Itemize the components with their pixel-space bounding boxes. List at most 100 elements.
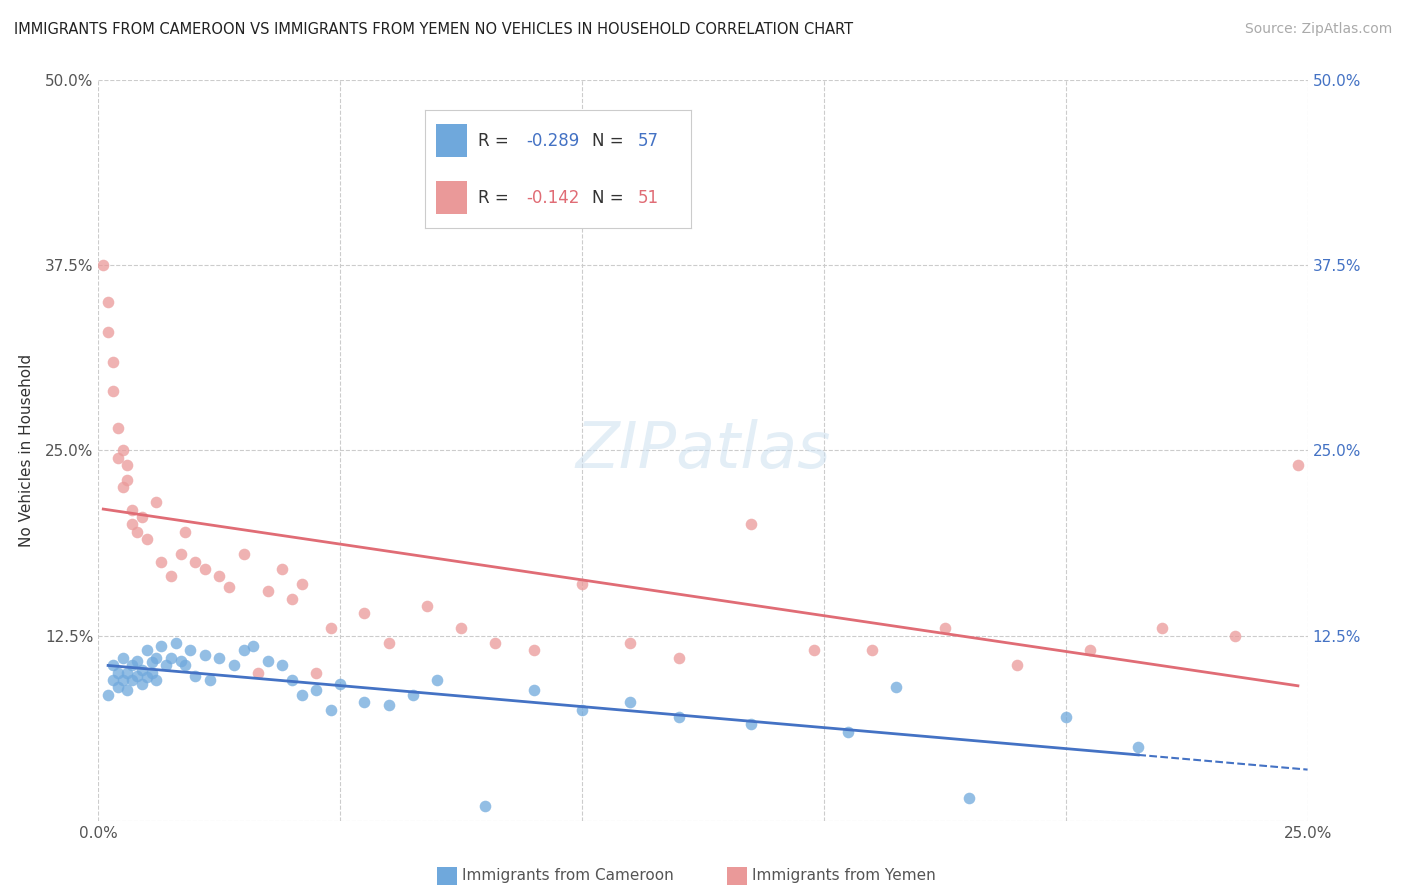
Point xyxy=(860,643,883,657)
Point xyxy=(353,607,375,621)
Point xyxy=(668,650,690,665)
Point xyxy=(329,677,352,691)
Point xyxy=(474,798,496,813)
Point xyxy=(141,655,163,669)
Point xyxy=(198,673,221,687)
Text: Immigrants from Yemen: Immigrants from Yemen xyxy=(752,869,936,883)
Point xyxy=(1007,658,1029,673)
Point xyxy=(319,621,342,635)
Point xyxy=(141,665,163,680)
Point xyxy=(131,510,153,524)
Point xyxy=(194,562,217,576)
Point xyxy=(1054,710,1077,724)
Point xyxy=(121,673,143,687)
Point xyxy=(402,688,425,702)
Point xyxy=(803,643,825,657)
Point xyxy=(121,517,143,532)
Point xyxy=(886,681,908,695)
Point xyxy=(377,636,399,650)
Point xyxy=(150,639,173,653)
Point xyxy=(169,547,191,561)
Point xyxy=(450,621,472,635)
Point xyxy=(150,555,173,569)
Point xyxy=(571,703,593,717)
Point xyxy=(101,673,124,687)
Point xyxy=(290,688,312,702)
Point xyxy=(353,695,375,709)
Point xyxy=(571,576,593,591)
Point xyxy=(97,325,120,339)
Point xyxy=(111,443,134,458)
Point xyxy=(232,643,254,657)
Point xyxy=(305,683,328,698)
Point xyxy=(165,636,187,650)
Point xyxy=(523,683,546,698)
Point xyxy=(155,658,177,673)
Point xyxy=(319,703,342,717)
Point xyxy=(101,354,124,368)
Point xyxy=(101,384,124,399)
Point xyxy=(107,421,129,435)
Point xyxy=(934,621,956,635)
Point xyxy=(127,524,149,539)
Point xyxy=(242,639,264,653)
Text: ZIPatlas: ZIPatlas xyxy=(575,419,831,482)
Point xyxy=(145,650,167,665)
Point xyxy=(107,450,129,465)
Point xyxy=(416,599,439,613)
Point xyxy=(107,665,129,680)
Point xyxy=(1223,628,1246,642)
Point xyxy=(1152,621,1174,635)
Point xyxy=(111,673,134,687)
Point xyxy=(97,295,120,310)
Point xyxy=(290,576,312,591)
Point xyxy=(218,580,240,594)
Point xyxy=(619,695,641,709)
Point xyxy=(740,517,762,532)
Point xyxy=(179,643,201,657)
Point xyxy=(256,654,278,668)
Point xyxy=(957,791,980,805)
Point xyxy=(184,555,207,569)
Point xyxy=(169,654,191,668)
Point xyxy=(247,665,270,680)
Point xyxy=(837,724,859,739)
Point xyxy=(256,584,278,599)
Point xyxy=(222,658,245,673)
Point xyxy=(121,658,143,673)
Point xyxy=(111,480,134,494)
Point xyxy=(107,681,129,695)
Point xyxy=(117,665,139,680)
Point xyxy=(523,643,546,657)
Point xyxy=(117,458,139,473)
Point xyxy=(174,524,197,539)
Point xyxy=(1078,643,1101,657)
Point xyxy=(160,650,183,665)
Point xyxy=(145,673,167,687)
Point xyxy=(184,668,207,682)
Point xyxy=(135,643,157,657)
Point xyxy=(426,673,449,687)
Point xyxy=(208,569,231,583)
Point xyxy=(131,677,153,691)
Point xyxy=(101,658,124,673)
Point xyxy=(135,670,157,684)
Point xyxy=(145,495,167,509)
Point xyxy=(131,663,153,677)
Point xyxy=(668,710,690,724)
Point xyxy=(160,569,183,583)
Point xyxy=(271,562,294,576)
Point xyxy=(1286,458,1309,473)
Point xyxy=(740,717,762,731)
Point xyxy=(174,658,197,673)
Point xyxy=(305,665,328,680)
Text: Source: ZipAtlas.com: Source: ZipAtlas.com xyxy=(1244,22,1392,37)
Point xyxy=(135,533,157,547)
Point xyxy=(232,547,254,561)
Point xyxy=(91,259,114,273)
Point xyxy=(619,636,641,650)
Point xyxy=(127,668,149,682)
Point xyxy=(271,658,294,673)
Point xyxy=(281,673,304,687)
Point xyxy=(208,650,231,665)
